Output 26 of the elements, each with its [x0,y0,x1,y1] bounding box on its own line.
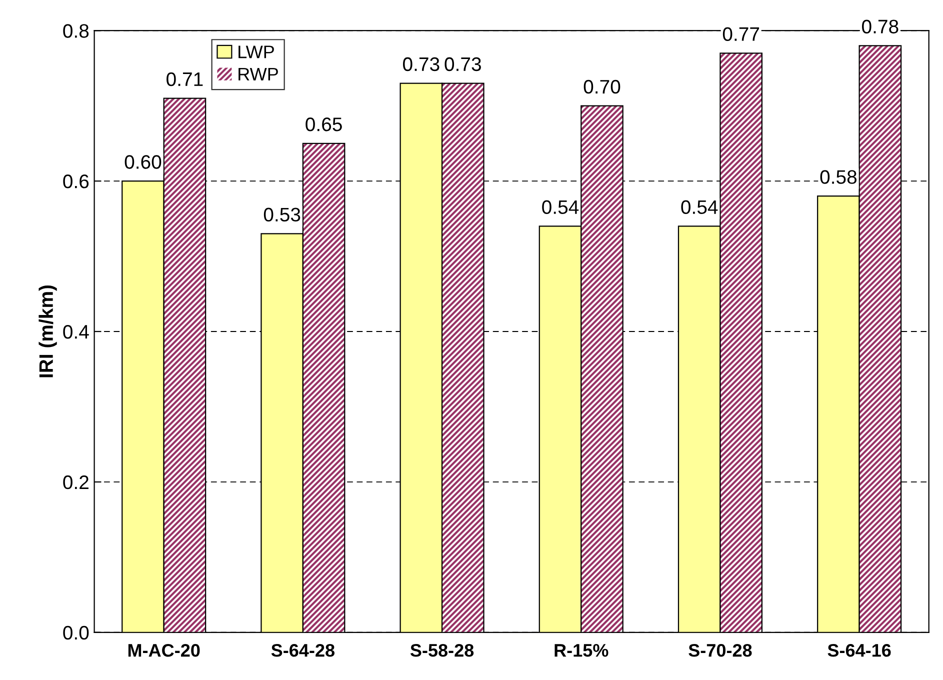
data-label: 0.54 [542,200,579,214]
data-label: 0.71 [166,72,203,86]
data-label: 0.73 [403,57,440,72]
y-tick-label: 0.4 [63,324,89,339]
legend-label: RWP [238,68,278,80]
x-tick-label: R-15% [554,644,608,657]
y-tick-label: 0.6 [63,174,89,188]
y-tick-label: 0.2 [63,475,88,490]
x-tick-label: M-AC-20 [128,644,200,657]
y-tick-label: 0.0 [63,626,89,640]
data-label: 0.53 [264,208,300,222]
y-tick-label: 0.8 [63,24,89,38]
y-axis-title: IRI (m/km) [38,285,57,378]
data-label: 0.54 [681,200,718,214]
x-tick-label: S-64-28 [271,644,335,657]
x-tick-label: S-64-16 [828,644,891,657]
x-tick-label: S-70-28 [688,644,752,657]
data-label: 0.60 [124,155,162,169]
data-label: 0.73 [444,57,481,72]
legend-label: LWP [238,46,274,58]
data-label: 0.77 [722,27,760,41]
data-label: 0.70 [584,80,620,94]
data-label: 0.58 [820,170,857,184]
data-label: 0.65 [306,117,342,132]
data-label: 0.78 [862,20,898,34]
x-tick-label: S-58-28 [410,644,474,657]
